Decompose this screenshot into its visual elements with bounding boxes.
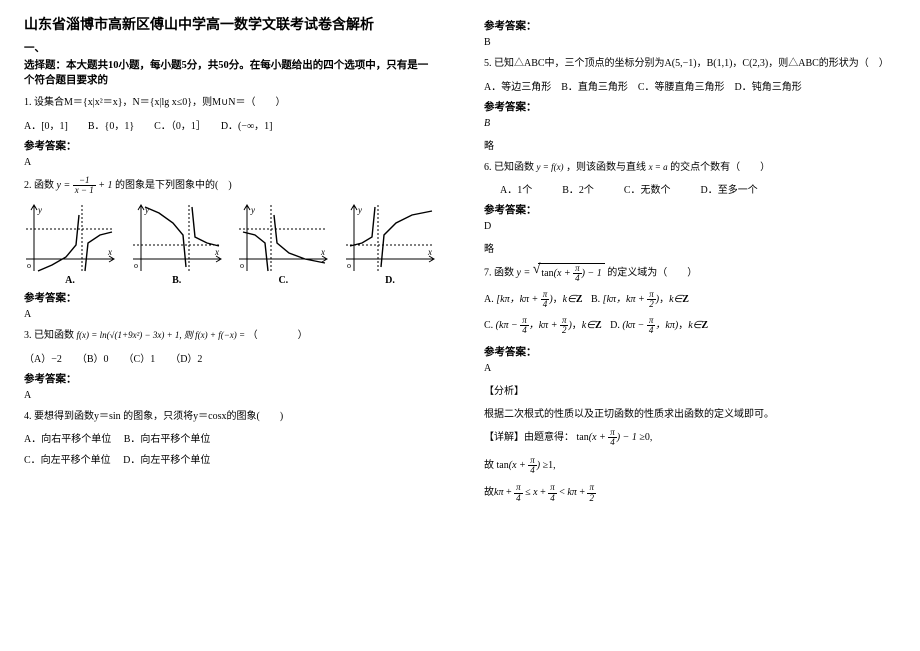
q7-d2-prefix: 故 bbox=[484, 460, 494, 471]
q3-prefix: 3. 已知函数 bbox=[24, 330, 74, 341]
q7-sqrt-content: tan(x + π4) − 1 bbox=[538, 263, 604, 284]
q2-ans-label: 参考答案： bbox=[24, 290, 436, 305]
svg-text:y: y bbox=[37, 205, 42, 215]
q4-optA: A．向右平移个单位 bbox=[24, 434, 111, 445]
q2-fraction: −1 x − 1 bbox=[73, 176, 96, 196]
q2-graph-row: yxoA.yxoB.yxoC.yxoD. bbox=[24, 201, 436, 286]
q3-text: 3. 已知函数 f(x) = ln(√(1+9x²) − 3x) + 1, 则 … bbox=[24, 328, 436, 344]
q1-ans-label: 参考答案： bbox=[24, 138, 436, 153]
q7-optB: B. [kπ，kπ + π2)，k∈Z bbox=[591, 290, 689, 310]
q7-optC: C. (kπ − π4，kπ + π2)，k∈Z bbox=[484, 316, 602, 336]
section-heading-2: 选择题：本大题共10小题，每小题5分，共50分。在每小题给出的四个选项中，只有是… bbox=[24, 57, 436, 87]
q3-expr: f(x) = ln(√(1+9x²) − 3x) + 1, 则 f(x) + f… bbox=[77, 330, 246, 340]
q2-graph-B: yxoB. bbox=[131, 201, 223, 286]
q2-mid: + 1 bbox=[98, 180, 112, 191]
q6-mid: ，则该函数与直线 bbox=[566, 162, 646, 173]
q2-graph-D: yxoD. bbox=[344, 201, 436, 286]
q7-detail-label: 【详解】由题意得： bbox=[484, 432, 574, 443]
q6-ans: D bbox=[484, 221, 896, 232]
q5-ans: B bbox=[484, 118, 896, 129]
q6-suffix: 的交点个数有（ ） bbox=[670, 162, 770, 173]
q5-text: 5. 已知△ABC中，三个顶点的坐标分别为A(5,−1)，B(1,1)，C(2,… bbox=[484, 56, 896, 72]
q4-opt-row2: C．向左平移个单位 D．向左平移个单位 bbox=[24, 451, 436, 466]
q2-suffix: 的图象是下列图象中的( ) bbox=[115, 180, 232, 191]
section-heading-1: 一、 bbox=[24, 40, 436, 55]
right-column: 参考答案： B 5. 已知△ABC中，三个顶点的坐标分别为A(5,−1)，B(1… bbox=[460, 0, 920, 651]
q5-ans-label: 参考答案： bbox=[484, 99, 896, 114]
q3-ans-label: 参考答案： bbox=[24, 371, 436, 386]
q7-d1-suffix: ≥0, bbox=[639, 432, 652, 443]
doc-title: 山东省淄博市高新区傅山中学高一数学文联考试卷含解析 bbox=[24, 14, 436, 34]
q6-options: A．1个 B．2个 C．无数个 D．至多一个 bbox=[484, 181, 896, 196]
svg-text:o: o bbox=[134, 261, 138, 270]
q6-expr2: x = a bbox=[649, 162, 668, 172]
q7-analysis-label: 【分析】 bbox=[484, 382, 896, 397]
q5-note: 略 bbox=[484, 137, 896, 152]
q4-optC: C．向左平移个单位 bbox=[24, 455, 111, 466]
svg-text:y: y bbox=[144, 205, 149, 215]
svg-text:x: x bbox=[427, 247, 432, 257]
q1-options: A．[0，1] B．{0，1} C．（0，1］ D．(−∞，1] bbox=[24, 117, 436, 132]
svg-text:x: x bbox=[320, 247, 325, 257]
q6-text: 6. 已知函数 y = f(x) ，则该函数与直线 x = a 的交点个数有（ … bbox=[484, 160, 896, 176]
svg-text:x: x bbox=[107, 247, 112, 257]
svg-text:o: o bbox=[240, 261, 244, 270]
q3-blank: （ ） bbox=[248, 330, 308, 341]
q4-optB: B．向右平移个单位 bbox=[124, 434, 211, 445]
q3-ans: A bbox=[24, 390, 436, 401]
q7-options: A. [kπ，kπ + π4)，k∈Z B. [kπ，kπ + π2)，k∈Z … bbox=[484, 290, 896, 340]
svg-text:x: x bbox=[214, 247, 219, 257]
q6-note: 略 bbox=[484, 240, 896, 255]
page-root: 山东省淄博市高新区傅山中学高一数学文联考试卷含解析 一、 选择题：本大题共10小… bbox=[0, 0, 920, 651]
q1-text: 1. 设集合M＝{x|x²＝x}，N＝{x|lg x≤0}，则M∪N＝（ ） bbox=[24, 95, 436, 111]
q7-ans-label: 参考答案： bbox=[484, 344, 896, 359]
q7-sqrt: √ tan(x + π4) − 1 bbox=[533, 263, 605, 284]
q6-prefix: 6. 已知函数 bbox=[484, 162, 534, 173]
q2-ans: A bbox=[24, 309, 436, 320]
q6-ans-label: 参考答案： bbox=[484, 202, 896, 217]
q2-graph-C: yxoC. bbox=[237, 201, 329, 286]
q2-frac-den: x − 1 bbox=[73, 186, 96, 195]
q7-d2-suffix: ≥1, bbox=[543, 460, 556, 471]
q7-analysis-text: 根据二次根式的性质以及正切函数的性质求出函数的定义域即可。 bbox=[484, 405, 896, 420]
svg-text:y: y bbox=[357, 205, 362, 215]
q2-prefix: 2. 函数 bbox=[24, 180, 54, 191]
q7-suffix: 的定义域为（ ） bbox=[607, 268, 697, 279]
q2-yeq: y = bbox=[57, 180, 71, 191]
q7-detail-2: 故 tan(x + π4) ≥1, bbox=[484, 456, 896, 476]
svg-text:o: o bbox=[27, 261, 31, 270]
q7-ans: A bbox=[484, 363, 896, 374]
q5-options: A．等边三角形 B．直角三角形 C．等腰直角三角形 D．钝角三角形 bbox=[484, 78, 896, 93]
q2-graph-A: yxoA. bbox=[24, 201, 116, 286]
q4-opt-row1: A．向右平移个单位 B．向右平移个单位 bbox=[24, 430, 436, 445]
q7-optA: A. [kπ，kπ + π4)，k∈Z bbox=[484, 290, 582, 310]
q4-ans: B bbox=[484, 37, 896, 48]
q2-text: 2. 函数 y = −1 x − 1 + 1 的图象是下列图象中的( ) bbox=[24, 176, 436, 196]
q4-text: 4. 要想得到函数y＝sin 的图象，只须将y＝cosx的图象( ) bbox=[24, 409, 436, 425]
q4-optD: D．向左平移个单位 bbox=[123, 455, 210, 466]
q7-text: 7. 函数 y = √ tan(x + π4) − 1 的定义域为（ ） bbox=[484, 263, 896, 284]
q3-options: （A）−2 （B）0 （C）1 （D）2 bbox=[24, 350, 436, 365]
q7-optD: D. (kπ − π4，kπ)，k∈Z bbox=[610, 316, 708, 336]
svg-text:o: o bbox=[347, 261, 351, 270]
q7-prefix: 7. 函数 bbox=[484, 268, 514, 279]
left-column: 山东省淄博市高新区傅山中学高一数学文联考试卷含解析 一、 选择题：本大题共10小… bbox=[0, 0, 460, 651]
svg-text:y: y bbox=[250, 205, 255, 215]
q4-ans-label: 参考答案： bbox=[484, 18, 896, 33]
q7-detail-3: 故kπ + π4 ≤ x + π4 < kπ + π2 bbox=[484, 483, 896, 503]
q7-yeq: y = bbox=[517, 268, 531, 279]
q6-expr: y = f(x) bbox=[537, 162, 564, 172]
q1-ans: A bbox=[24, 157, 436, 168]
q7-detail-1: 【详解】由题意得： tan(x + π4) − 1 ≥0, bbox=[484, 428, 896, 448]
